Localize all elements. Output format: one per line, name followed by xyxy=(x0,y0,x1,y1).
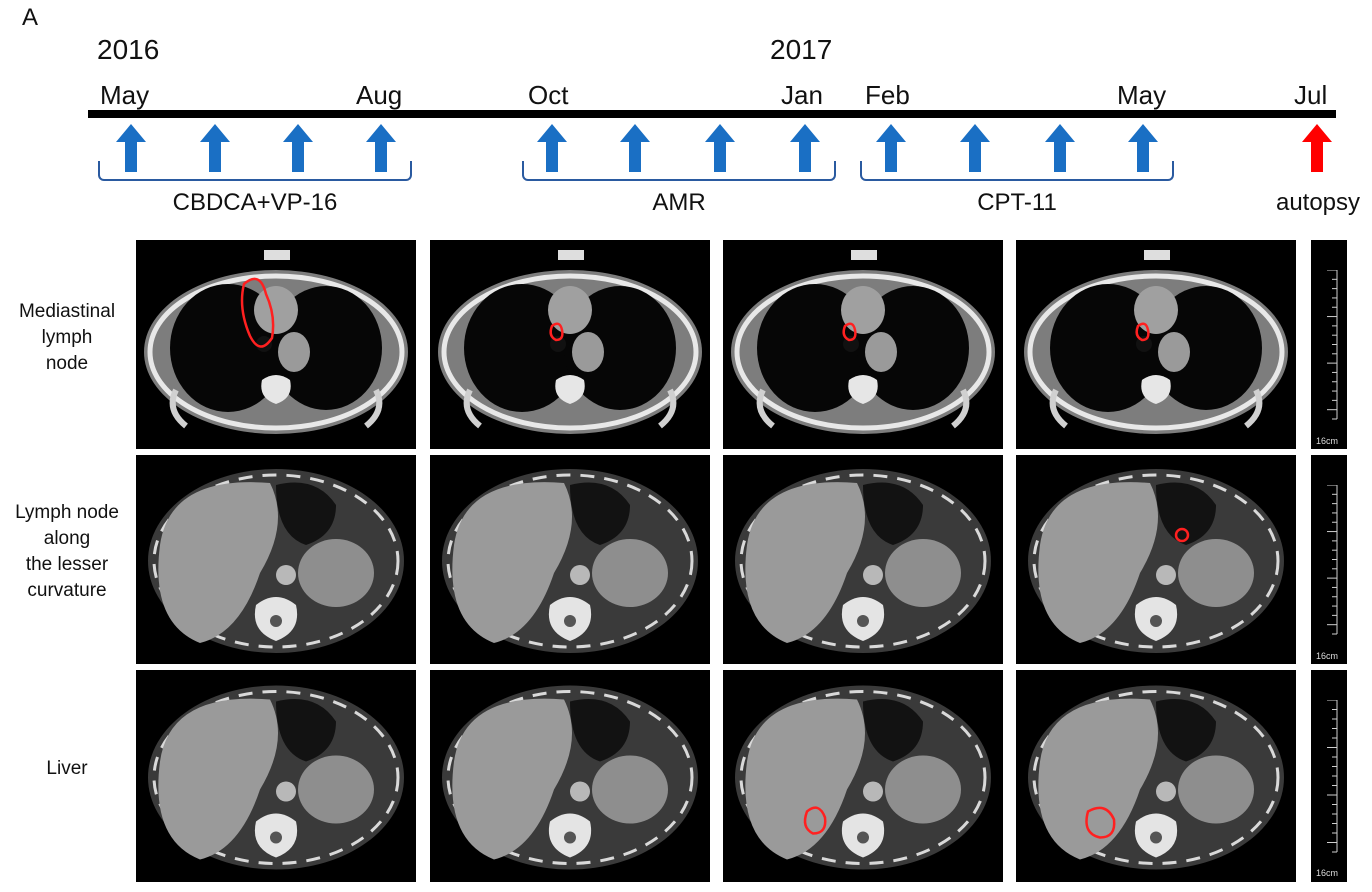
month-label-oct: Oct xyxy=(528,80,569,110)
treatment-arrow-icon xyxy=(116,124,146,172)
treatment-arrow-icon xyxy=(366,124,396,172)
month-label-aug: Aug xyxy=(356,80,403,110)
treatment-arrow-icon xyxy=(283,124,313,172)
row-label-mediastinal: Mediastinal lymph node xyxy=(0,299,134,377)
treatment-arrow-icon xyxy=(1045,124,1075,172)
row-label-liver: Liver xyxy=(0,756,134,782)
ct-image-liver-2 xyxy=(430,670,710,882)
month-label-feb: Feb xyxy=(865,80,910,110)
row-label-lesser-curvature: Lymph node along the lesser curvature xyxy=(0,500,134,604)
ct-image-liver-3 xyxy=(723,670,1003,882)
treatment-arrow-icon xyxy=(537,124,567,172)
autopsy-label: autopsy xyxy=(1275,189,1361,216)
phase-label-3: CPT-11 xyxy=(977,189,1057,216)
ct-image-lesser-curvature-3 xyxy=(723,455,1003,664)
treatment-arrow-icon xyxy=(200,124,230,172)
ct-image-liver-4 xyxy=(1016,670,1296,882)
phase-bracket-2 xyxy=(522,161,836,181)
month-label-may-2016: May xyxy=(100,80,150,110)
panel-letter: A xyxy=(22,4,39,31)
month-label-may-2017: May xyxy=(1117,80,1167,110)
phase-bracket-3 xyxy=(860,161,1174,181)
scale-ticks xyxy=(1327,485,1338,635)
ct-image-mediastinal-4 xyxy=(1016,240,1296,449)
treatment-arrow-icon xyxy=(960,124,990,172)
ct-image-lesser-curvature-2 xyxy=(430,455,710,664)
row-label-text: Liver xyxy=(46,758,88,779)
treatment-arrow-icon xyxy=(620,124,650,172)
scale-bar-row-3: 16cm xyxy=(1311,670,1347,882)
timeline-bar xyxy=(88,110,1336,118)
autopsy-arrow-icon xyxy=(1302,124,1332,172)
scale-ticks xyxy=(1327,270,1338,420)
treatment-arrow-icon xyxy=(1128,124,1158,172)
treatment-arrow-icon xyxy=(705,124,735,172)
ct-image-mediastinal-1 xyxy=(136,240,416,449)
scale-ticks xyxy=(1327,700,1338,853)
ct-image-mediastinal-2 xyxy=(430,240,710,449)
scale-label: 16cm xyxy=(1316,651,1339,661)
treatment-arrow-icon xyxy=(876,124,906,172)
ct-image-lesser-curvature-1 xyxy=(136,455,416,664)
scale-label: 16cm xyxy=(1316,436,1339,446)
phase-bracket-1 xyxy=(98,161,412,181)
year-label-2017: 2017 xyxy=(770,34,833,65)
month-label-jan: Jan xyxy=(781,80,823,110)
scale-bar-row-1: 16cm xyxy=(1311,240,1347,449)
ct-image-liver-1 xyxy=(136,670,416,882)
ct-image-lesser-curvature-4 xyxy=(1016,455,1296,664)
row-label-text: Lymph node along the lesser curvature xyxy=(15,502,119,601)
scale-label: 16cm xyxy=(1316,868,1339,878)
ct-image-mediastinal-3 xyxy=(723,240,1003,449)
treatment-arrow-icon xyxy=(790,124,820,172)
phase-label-2: AMR xyxy=(652,189,706,216)
year-label-2016: 2016 xyxy=(97,34,160,65)
phase-label-1: CBDCA+VP-16 xyxy=(172,189,338,216)
month-label-jul: Jul xyxy=(1294,80,1328,110)
row-label-text: Mediastinal lymph node xyxy=(18,301,116,374)
scale-bar-row-2: 16cm xyxy=(1311,455,1347,664)
